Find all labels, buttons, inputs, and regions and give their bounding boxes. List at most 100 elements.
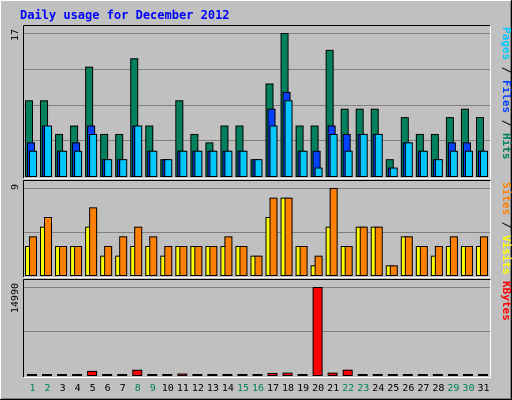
bar-pages-day-12 — [194, 150, 203, 178]
bar-sites-day-8 — [134, 226, 143, 277]
bar-sites-day-11 — [179, 246, 188, 276]
bar-pages-day-8 — [134, 125, 143, 177]
x-tick-label: 6 — [105, 383, 111, 394]
series-axis-label-part: Pages — [500, 27, 512, 60]
plot-area-kbytes — [23, 279, 491, 378]
bar-sites-day-21 — [329, 188, 338, 276]
bar-sites-day-31 — [479, 236, 488, 276]
bar-kbytes-day-26 — [402, 374, 413, 376]
bar-sites-day-18 — [284, 197, 293, 277]
x-tick-label: 1 — [30, 383, 36, 394]
bar-sites-day-22 — [344, 246, 353, 276]
bar-pages-day-22 — [344, 150, 353, 178]
bar-pages-day-26 — [404, 142, 413, 177]
bar-sites-day-4 — [74, 246, 83, 276]
bar-kbytes-day-23 — [357, 374, 368, 376]
x-tick-label: 19 — [297, 383, 309, 394]
bar-pages-day-10 — [164, 159, 173, 177]
x-tick-label: 30 — [462, 383, 474, 394]
x-axis-labels: 1 2 3 4 5 6 7 8 9 10 11 12 13 14 15 16 17 18 19 20 21 22 23 24 2… — [30, 383, 490, 394]
bar-kbytes-day-25 — [387, 374, 398, 376]
bar-kbytes-day-10 — [162, 374, 173, 376]
x-tick-label: 4 — [75, 383, 81, 394]
bar-pages-day-24 — [374, 133, 383, 177]
bar-pages-day-14 — [224, 150, 233, 178]
x-tick-label: 13 — [207, 383, 219, 394]
series-axis-label-visits: Sites / Visits — [500, 182, 512, 275]
bar-kbytes-day-16 — [252, 374, 263, 376]
bar-kbytes-day-19 — [297, 374, 308, 376]
chart-panels: 17 Pages / Files / Hits 9 Sites / Visits 149… — [10, 25, 512, 378]
x-tick-label: 16 — [252, 383, 264, 394]
bar-pages-day-29 — [449, 150, 458, 178]
bar-pages-day-3 — [59, 150, 68, 178]
bar-kbytes-day-20 — [312, 287, 323, 376]
bar-kbytes-day-18 — [282, 372, 293, 376]
bar-kbytes-day-30 — [462, 374, 473, 376]
series-axis-label-kbytes: KBytes — [500, 281, 512, 321]
bar-pages-day-16 — [254, 159, 263, 177]
bar-kbytes-day-29 — [447, 374, 458, 376]
x-tick-label: 5 — [90, 383, 96, 394]
x-tick-label: 3 — [60, 383, 66, 394]
x-tick-label: 20 — [312, 383, 324, 394]
bar-kbytes-day-24 — [372, 374, 383, 376]
y-max-label-hits: 17 — [10, 29, 21, 41]
bar-pages-day-15 — [239, 150, 248, 178]
bar-kbytes-day-5 — [87, 370, 98, 377]
series-axis-label-part: / — [500, 215, 512, 235]
x-tick-label: 28 — [432, 383, 444, 394]
bar-kbytes-day-22 — [342, 369, 353, 377]
series-axis-label-hits: Pages / Files / Hits — [500, 27, 512, 160]
bar-pages-day-17 — [269, 125, 278, 177]
bar-pages-day-13 — [209, 150, 218, 178]
x-tick-label: 14 — [222, 383, 234, 394]
x-tick-label: 9 — [150, 383, 156, 394]
bar-kbytes-day-21 — [327, 372, 338, 376]
x-tick-label: 26 — [402, 383, 414, 394]
x-tick-label: 11 — [177, 383, 189, 394]
bar-sites-day-27 — [419, 246, 428, 276]
bar-pages-day-18 — [284, 100, 293, 177]
bar-sites-day-30 — [464, 246, 473, 276]
bar-sites-day-5 — [89, 207, 98, 276]
bar-pages-day-4 — [74, 150, 83, 178]
bar-sites-day-12 — [194, 246, 203, 276]
bar-pages-day-25 — [389, 167, 398, 178]
x-tick-label: 15 — [237, 383, 249, 394]
bar-pages-day-21 — [329, 133, 338, 177]
bar-pages-day-27 — [419, 150, 428, 178]
bar-kbytes-day-8 — [132, 369, 143, 377]
bar-kbytes-day-1 — [27, 374, 37, 376]
bar-sites-day-10 — [164, 246, 173, 276]
x-tick-label: 18 — [282, 383, 294, 394]
bar-pages-day-23 — [359, 133, 368, 177]
bar-sites-day-29 — [449, 236, 458, 276]
bar-sites-day-9 — [149, 236, 158, 276]
bar-pages-day-1 — [29, 150, 37, 178]
x-tick-label: 7 — [120, 383, 126, 394]
bar-kbytes-day-28 — [432, 374, 443, 376]
bar-kbytes-day-31 — [477, 374, 488, 376]
bar-sites-day-26 — [404, 236, 413, 276]
series-axis-label-part: / — [500, 113, 512, 133]
bar-sites-day-17 — [269, 197, 278, 277]
bar-pages-day-6 — [104, 159, 113, 177]
bar-sites-day-28 — [434, 246, 443, 276]
bar-sites-day-23 — [359, 226, 368, 277]
chart-title: Daily usage for December 2012 — [20, 8, 230, 22]
x-tick-label: 27 — [417, 383, 429, 394]
bar-sites-day-13 — [209, 246, 218, 276]
bar-sites-day-20 — [314, 255, 323, 276]
series-axis-label-part: / — [500, 60, 512, 80]
bar-sites-day-3 — [59, 246, 68, 276]
x-tick-label: 23 — [357, 383, 369, 394]
bar-kbytes-day-15 — [237, 374, 248, 376]
bar-kbytes-day-14 — [222, 374, 233, 376]
x-tick-label: 17 — [267, 383, 279, 394]
bar-kbytes-day-17 — [267, 372, 278, 376]
bar-kbytes-day-6 — [102, 374, 113, 376]
y-max-label-visits: 9 — [10, 184, 21, 190]
panel-kbytes: 14990 KBytes — [10, 279, 512, 378]
x-tick-label: 21 — [327, 383, 339, 394]
